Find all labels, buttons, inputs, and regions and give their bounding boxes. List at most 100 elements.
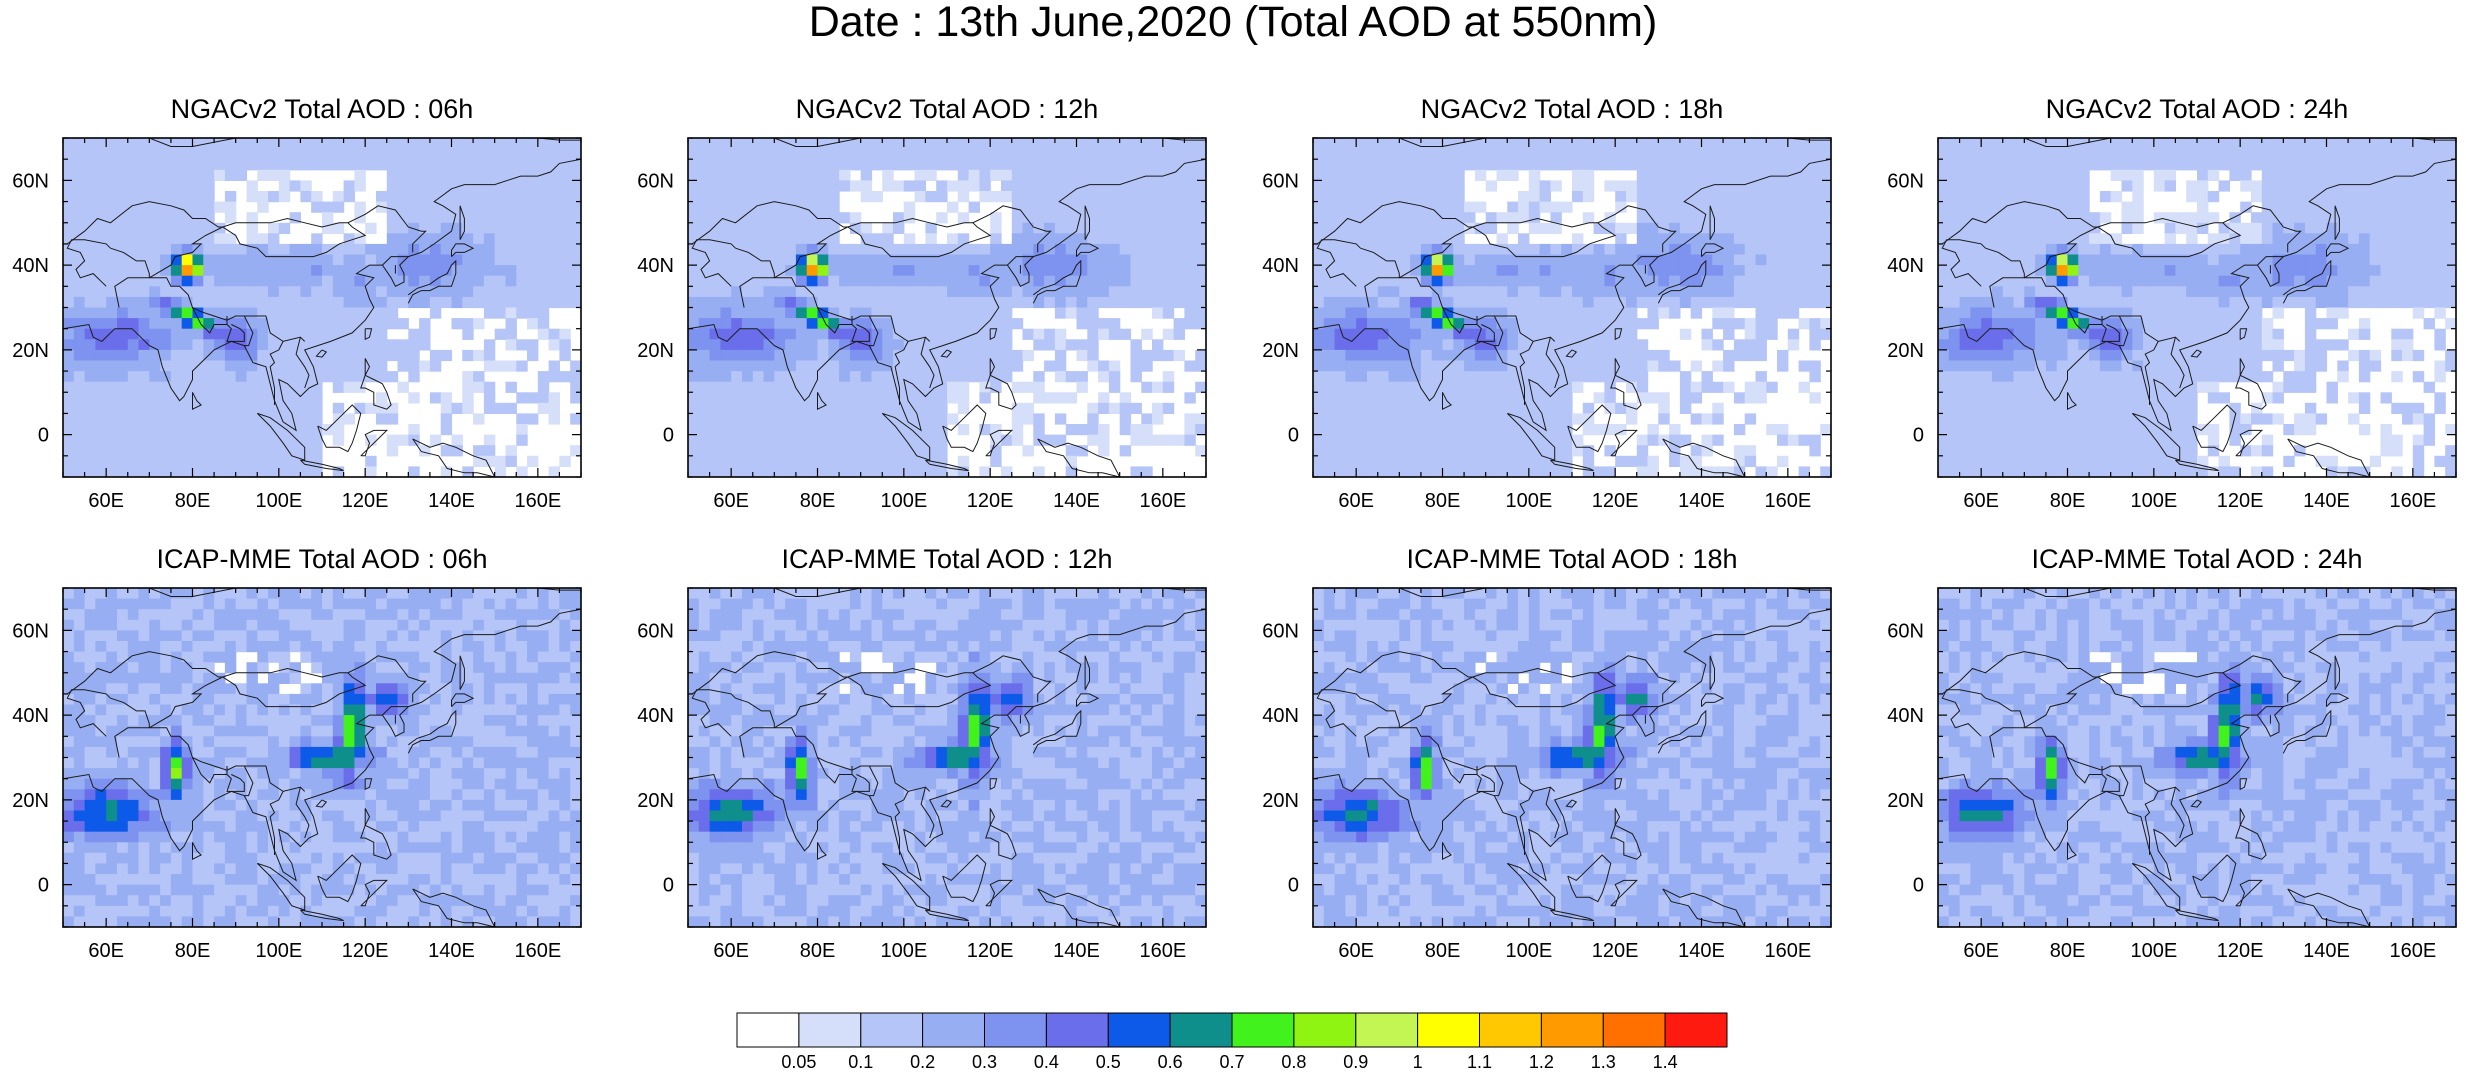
aod-cell	[225, 413, 236, 424]
aod-cell	[828, 255, 839, 266]
aod-cell	[2014, 180, 2025, 191]
aod-cell	[699, 244, 710, 255]
aod-cell	[1324, 329, 1335, 340]
aod-cell	[1055, 212, 1066, 223]
aod-cell	[268, 445, 279, 456]
aod-cell	[1033, 329, 1044, 340]
aod-cell	[2359, 255, 2370, 266]
aod-cell	[1356, 392, 1367, 403]
aod-cell	[1669, 170, 1680, 181]
aod-cell	[1766, 159, 1777, 170]
aod-cell	[699, 308, 710, 319]
aod-cell	[354, 255, 365, 266]
aod-cell	[2035, 170, 2046, 181]
aod-cell	[225, 456, 236, 467]
aod-cell	[1174, 191, 1185, 202]
aod-cell	[1356, 233, 1367, 244]
aod-cell	[936, 191, 947, 202]
aod-cell	[1324, 191, 1335, 202]
aod-cell	[688, 159, 699, 170]
aod-cell	[742, 445, 753, 456]
aod-cell	[1723, 361, 1734, 372]
aod-cell	[559, 350, 570, 361]
aod-cell	[506, 180, 517, 191]
aod-cell	[710, 244, 721, 255]
aod-cell	[872, 413, 883, 424]
aod-cell	[171, 361, 182, 372]
aod-cell	[925, 159, 936, 170]
aod-cell	[1658, 403, 1669, 414]
aod-cell	[2186, 191, 2197, 202]
aod-cell	[839, 466, 850, 477]
aod-cell	[2240, 138, 2251, 149]
aod-cell	[2003, 286, 2014, 297]
aod-cell	[904, 244, 915, 255]
aod-cell	[1399, 159, 1410, 170]
aod-cell	[1421, 244, 1432, 255]
aod-cell	[441, 170, 452, 181]
aod-cell	[1475, 361, 1486, 372]
aod-cell	[63, 382, 74, 393]
aod-cell	[958, 456, 969, 467]
aod-cell	[1981, 149, 1992, 160]
aod-cell	[1421, 445, 1432, 456]
aod-cell	[2078, 286, 2089, 297]
aod-cell	[904, 329, 915, 340]
aod-cell	[1637, 371, 1648, 382]
aod-cell	[1001, 180, 1012, 191]
aod-cell	[1356, 159, 1367, 170]
aod-cell	[1087, 329, 1098, 340]
aod-cell	[2068, 286, 2079, 297]
aod-cell	[549, 265, 560, 276]
aod-cell	[1378, 212, 1389, 223]
aod-cell	[1949, 159, 1960, 170]
aod-cell	[1044, 286, 1055, 297]
aod-cell	[117, 149, 128, 160]
aod-cell	[1443, 371, 1454, 382]
aod-cell	[452, 212, 463, 223]
aod-cell	[936, 297, 947, 308]
aod-cell	[1432, 318, 1443, 329]
aod-cell	[1734, 276, 1745, 287]
aod-cell	[774, 445, 785, 456]
aod-cell	[1131, 202, 1142, 213]
aod-cell	[1367, 413, 1378, 424]
aod-cell	[1648, 170, 1659, 181]
aod-cell	[182, 329, 193, 340]
aod-cell	[1626, 318, 1637, 329]
aod-cell	[720, 138, 731, 149]
aod-cell	[85, 276, 96, 287]
aod-cell	[2434, 276, 2445, 287]
aod-cell	[1734, 255, 1745, 266]
aod-cell	[1033, 371, 1044, 382]
aod-cell	[300, 445, 311, 456]
aod-cell	[1486, 466, 1497, 477]
aod-cell	[106, 255, 117, 266]
aod-cell	[2359, 286, 2370, 297]
aod-cell	[1152, 339, 1163, 350]
aod-cell	[2434, 233, 2445, 244]
aod-cell	[333, 286, 344, 297]
aod-cell	[1098, 223, 1109, 234]
aod-cell	[95, 382, 106, 393]
aod-cell	[344, 286, 355, 297]
aod-cell	[1820, 318, 1831, 329]
aod-cell	[1809, 180, 1820, 191]
aod-cell	[947, 329, 958, 340]
aod-cell	[710, 138, 721, 149]
aod-cell	[257, 329, 268, 340]
aod-cell	[731, 318, 742, 329]
aod-cell	[828, 159, 839, 170]
aod-cell	[128, 308, 139, 319]
x-tick-label: 80E	[1425, 490, 1461, 512]
aod-cell	[171, 318, 182, 329]
aod-cell	[1109, 361, 1120, 372]
aod-cell	[785, 286, 796, 297]
aod-cell	[268, 170, 279, 181]
aod-cell	[257, 276, 268, 287]
aod-cell	[2391, 212, 2402, 223]
aod-cell	[818, 149, 829, 160]
aod-cell	[290, 244, 301, 255]
aod-cell	[742, 382, 753, 393]
aod-cell	[807, 170, 818, 181]
